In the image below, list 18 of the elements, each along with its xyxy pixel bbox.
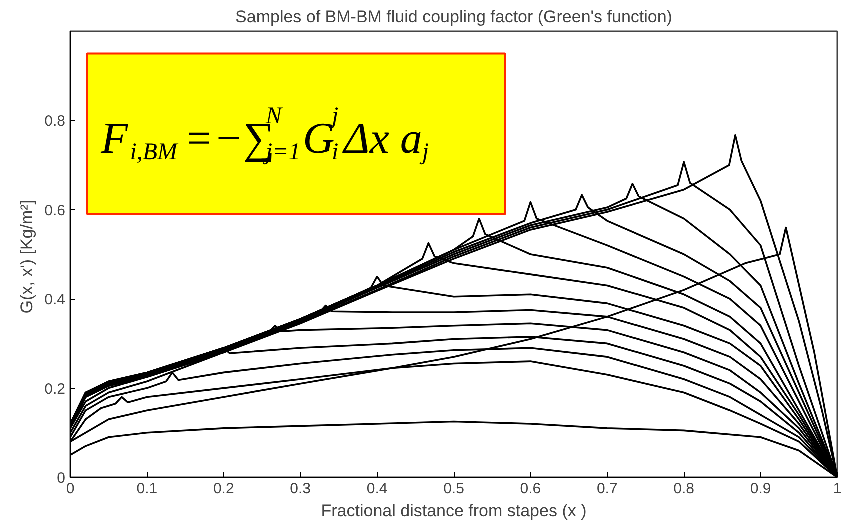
- x-tick-label: 0.1: [136, 480, 158, 498]
- y-axis-title: G(x, x') [Kg/m²]: [18, 200, 37, 314]
- y-tick-label: 0.2: [44, 380, 66, 398]
- y-tick-label: 0.8: [44, 113, 66, 130]
- x-tick-label: 0.2: [213, 480, 234, 498]
- x-tick-label: 1: [833, 480, 842, 498]
- y-tick-label: 0.6: [44, 202, 66, 220]
- y-tick-label: 0: [57, 470, 66, 487]
- x-tick-label: 0.6: [520, 480, 542, 498]
- x-axis-title: Fractional distance from stapes (x ): [321, 502, 587, 520]
- chart-title: Samples of BM-BM fluid coupling factor (Green's function): [236, 8, 672, 26]
- x-tick-label: 0.5: [444, 480, 464, 498]
- y-tick-label: 0.4: [44, 292, 66, 309]
- x-tick-label: 0.7: [596, 480, 618, 498]
- x-tick-label: 0.8: [674, 480, 695, 498]
- x-tick-label: 0.4: [366, 480, 388, 498]
- x-tick-label: 0.9: [750, 480, 772, 498]
- x-tick-label: 0.3: [290, 480, 312, 498]
